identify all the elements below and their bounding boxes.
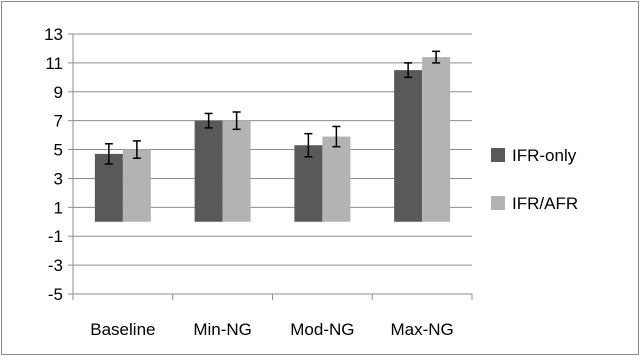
bar-ifr-only (94, 153, 123, 222)
bar-ifr-afr (422, 57, 451, 222)
y-tick-label: 3 (54, 169, 63, 188)
bar-ifr-only (194, 120, 223, 222)
legend: IFR-only IFR/AFR (491, 146, 578, 213)
bars (94, 50, 451, 222)
x-tick-label: Mod-NG (290, 320, 354, 339)
legend-label: IFR/AFR (512, 194, 578, 213)
y-tick-label: 1 (54, 198, 63, 217)
bar-ifr-afr (122, 149, 151, 222)
x-tick-label: Max-NG (390, 320, 453, 339)
bar-ifr-afr (222, 120, 251, 222)
y-tick-label: -5 (48, 285, 63, 304)
y-axis: 13 11 9 7 5 3 1 -1 -3 -5 (44, 25, 74, 304)
x-axis: Baseline Min-NG Mod-NG Max-NG (72, 293, 473, 339)
y-tick-label: 13 (44, 25, 63, 44)
bar-ifr-afr (322, 136, 351, 222)
y-tick-label: 7 (54, 112, 63, 131)
bar-ifr-only (294, 145, 323, 222)
x-tick-label: Baseline (90, 320, 155, 339)
y-tick-label: 11 (45, 54, 63, 73)
legend-swatch (491, 196, 505, 210)
x-tick-label: Min-NG (193, 320, 252, 339)
y-tick-label: 9 (54, 83, 63, 102)
y-tick-label: 5 (54, 141, 63, 160)
bar-ifr-only (394, 70, 423, 222)
legend-swatch (491, 148, 505, 162)
legend-label: IFR-only (512, 146, 577, 165)
y-tick-label: -1 (48, 227, 63, 246)
y-tick-label: -3 (48, 256, 63, 275)
